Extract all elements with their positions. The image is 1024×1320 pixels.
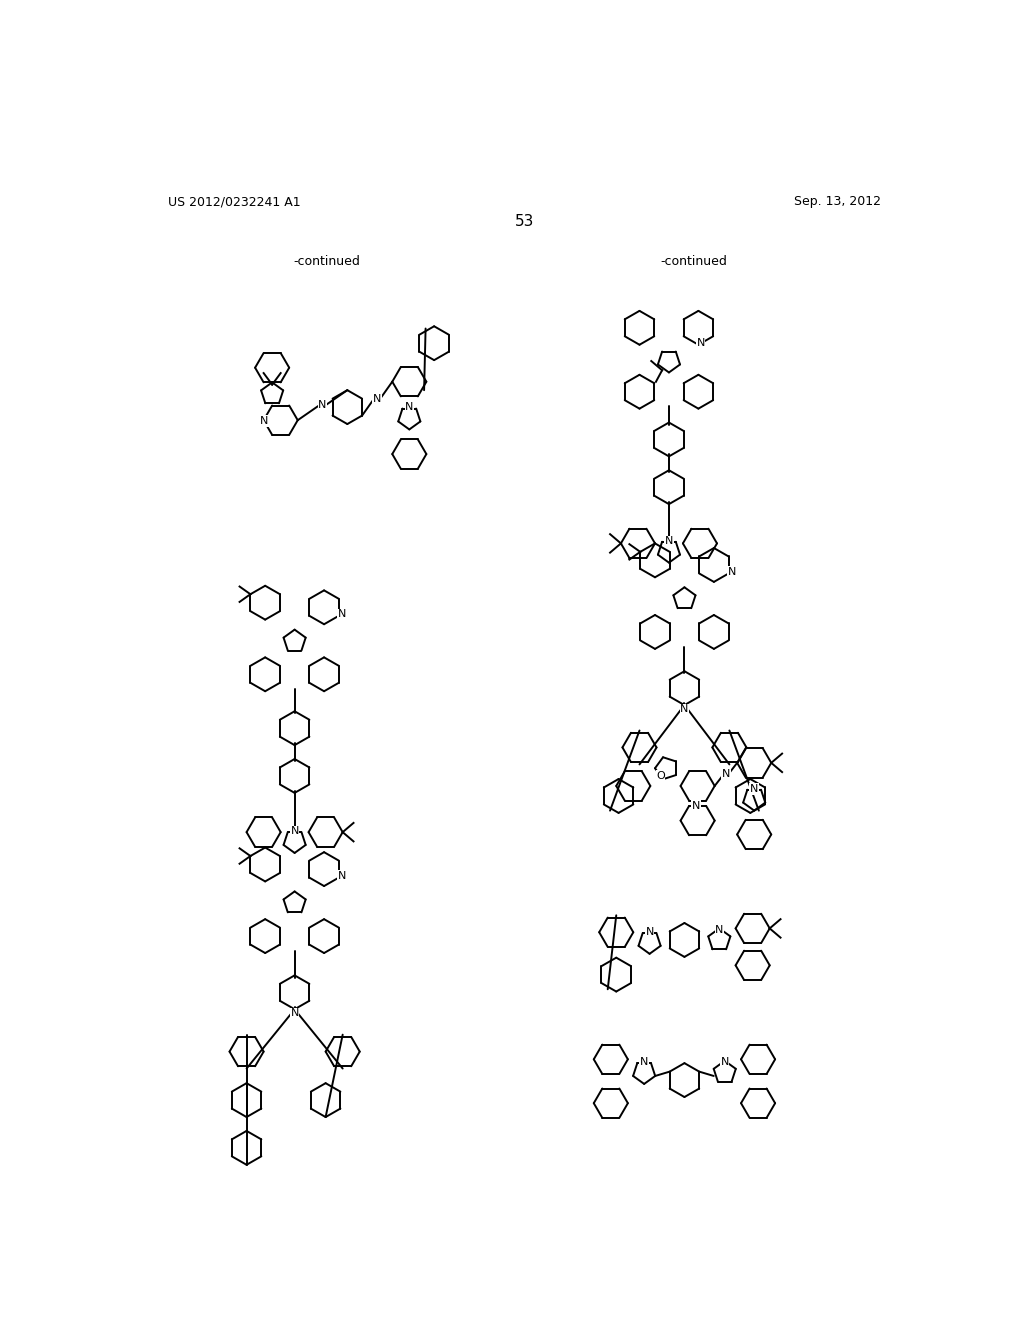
Text: N: N: [692, 801, 700, 810]
Text: -continued: -continued: [293, 255, 359, 268]
Text: N: N: [318, 400, 327, 411]
Text: N: N: [338, 610, 346, 619]
Text: N: N: [406, 403, 414, 412]
Text: N: N: [680, 704, 688, 714]
Text: O: O: [656, 771, 665, 781]
Text: N: N: [260, 416, 268, 426]
Text: N: N: [373, 393, 381, 404]
Text: N: N: [728, 566, 736, 577]
Text: N: N: [338, 871, 346, 880]
Text: N: N: [645, 927, 653, 937]
Text: N: N: [750, 784, 759, 795]
Text: -continued: -continued: [660, 255, 727, 268]
Text: N: N: [291, 1008, 299, 1018]
Text: N: N: [722, 770, 730, 779]
Text: N: N: [665, 536, 673, 546]
Text: US 2012/0232241 A1: US 2012/0232241 A1: [168, 195, 301, 209]
Text: N: N: [640, 1057, 648, 1068]
Text: Sep. 13, 2012: Sep. 13, 2012: [795, 195, 882, 209]
Text: 53: 53: [515, 214, 535, 228]
Text: N: N: [721, 1057, 729, 1068]
Text: N: N: [291, 826, 299, 837]
Text: N: N: [715, 925, 724, 935]
Text: N: N: [696, 338, 705, 348]
